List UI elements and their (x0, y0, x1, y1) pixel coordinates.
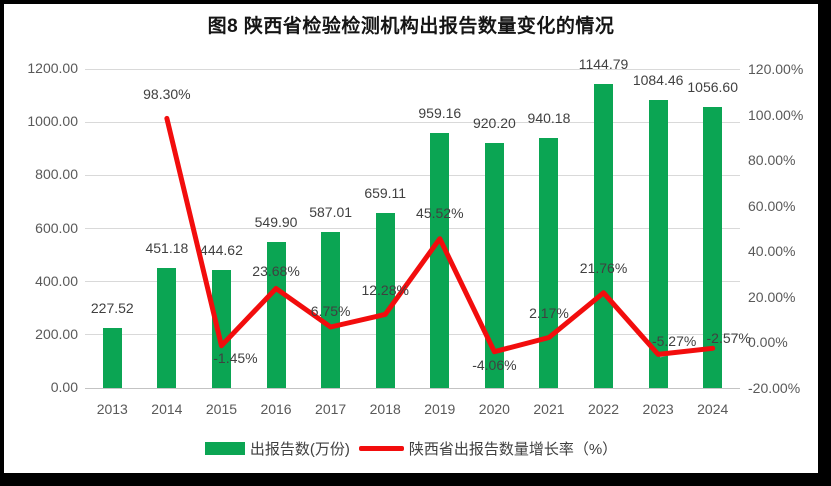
y-axis-tick-label-left: 600.00 (35, 219, 78, 236)
y-axis-tick-label-right: 120.00% (748, 61, 804, 77)
x-axis-tick-label: 2016 (260, 401, 292, 417)
bar-value-label: 1056.60 (687, 79, 739, 96)
line-point-label: 2.17% (529, 305, 569, 322)
bar-value-label: 227.52 (90, 299, 134, 316)
bar-value-label: 444.62 (200, 241, 243, 258)
chart-title: 图8 陕西省检验检测机构出报告数量变化的情况 (207, 16, 615, 37)
legend-line-swatch (358, 445, 404, 451)
gridline (85, 228, 740, 229)
legend-bar-label: 出报告数(万份) (249, 440, 350, 458)
bar-value-label: 940.18 (527, 110, 571, 127)
bar-value-label: 1084.46 (632, 71, 684, 88)
y-axis-tick-label-left: 0.00 (50, 379, 78, 395)
x-axis-tick-label: 2018 (369, 401, 401, 417)
y-axis-tick-label-left: 200.00 (35, 325, 78, 342)
bar-value-label: 1144.79 (578, 55, 629, 72)
gridline (85, 387, 740, 389)
bar (594, 83, 614, 388)
y-axis-tick-label-right: 80.00% (748, 152, 796, 169)
line-point-label: 98.30% (143, 86, 191, 103)
line-point-label: 45.52% (416, 204, 464, 221)
legend-bar-swatch (204, 441, 245, 455)
growth-line (164, 115, 716, 357)
gridline (85, 68, 740, 70)
line-point-label: -1.45% (213, 349, 258, 366)
y-axis-tick-label-right: 0.00% (748, 334, 788, 351)
bar (703, 107, 723, 388)
bar (375, 212, 395, 388)
bar (211, 269, 231, 388)
bar (157, 268, 177, 388)
y-axis-tick-label-right: 40.00% (748, 243, 796, 260)
line-point-label: -2.57% (706, 330, 751, 347)
chart-canvas (4, 4, 818, 473)
line-point-label: -4.06% (472, 356, 517, 373)
x-axis-tick-label: 2024 (697, 401, 729, 417)
y-axis-tick-label-left: 800.00 (35, 166, 78, 183)
bar (539, 138, 559, 388)
y-axis-tick-label-left: 400.00 (35, 272, 78, 289)
y-axis-tick-label-left: 1200.00 (27, 60, 78, 76)
legend-line-label: 陕西省出报告数量增长率（%） (408, 440, 618, 458)
line-point-label: 12.28% (361, 282, 409, 299)
gridline (85, 174, 740, 176)
x-axis-tick-label: 2014 (151, 401, 183, 417)
bar-value-label: 549.90 (254, 213, 298, 230)
gridline (85, 121, 740, 123)
x-axis-tick-label: 2022 (587, 401, 620, 417)
gridline (85, 334, 740, 336)
y-axis-tick-label-right: 60.00% (748, 197, 796, 214)
bar (430, 133, 450, 388)
gridline (85, 281, 740, 283)
bar (484, 143, 504, 388)
y-axis-tick-label-left: 1000.00 (27, 113, 78, 130)
y-axis-tick-label-right: -20.00% (748, 380, 801, 396)
bar-value-label: 451.18 (145, 240, 189, 257)
x-axis-tick-label: 2020 (478, 401, 510, 417)
y-axis-tick-label-right: 100.00% (748, 106, 804, 123)
bar (266, 241, 286, 388)
bar (102, 327, 122, 388)
line-point-label: -5.27% (651, 333, 697, 350)
x-axis-tick-label: 2017 (315, 401, 347, 417)
x-axis-tick-label: 2021 (533, 401, 565, 417)
bar-value-label: 587.01 (309, 203, 353, 220)
x-axis-tick-label: 2019 (424, 401, 456, 417)
bar-value-label: 920.20 (472, 115, 516, 132)
bar-value-label: 959.16 (418, 105, 462, 122)
x-axis-tick-label: 2015 (205, 401, 238, 417)
line-point-label: 23.68% (252, 263, 300, 280)
line-point-label: 6.75% (310, 303, 351, 320)
y-axis-tick-label-right: 20.00% (748, 288, 796, 305)
x-axis-tick-label: 2013 (96, 401, 128, 417)
legend: 出报告数(万份) 陕西省出报告数量增长率（%） (4, 438, 818, 458)
bar (648, 99, 668, 388)
x-axis-tick-label: 2023 (642, 401, 674, 417)
bar (321, 231, 341, 388)
line-point-label: 21.76% (579, 259, 628, 276)
bar-value-label: 659.11 (364, 184, 407, 201)
